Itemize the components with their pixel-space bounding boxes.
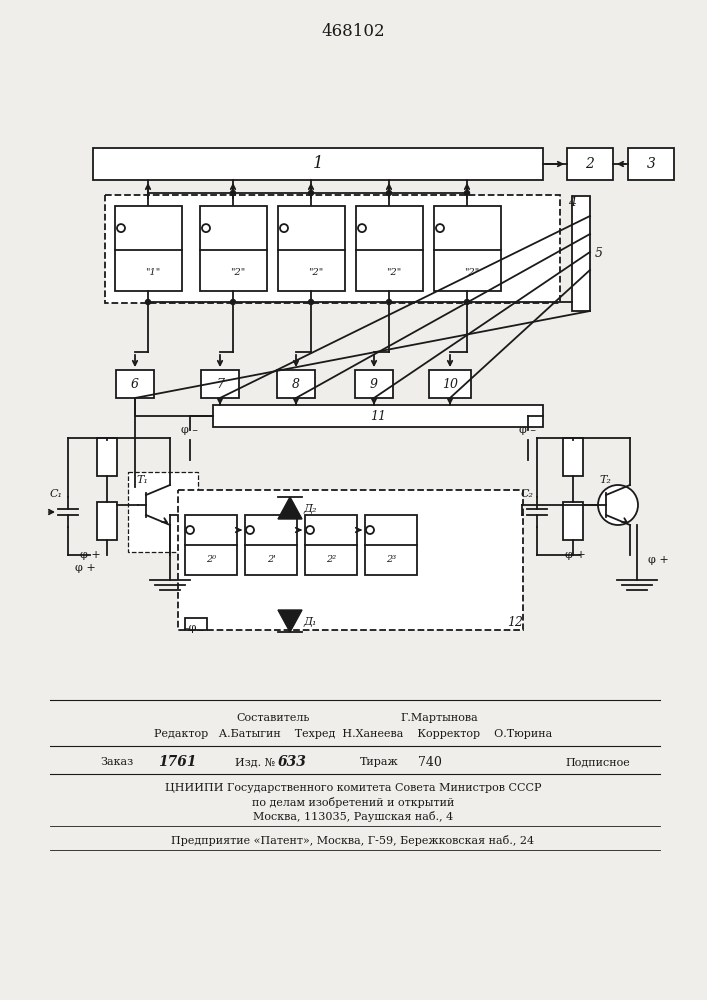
- Text: φ –: φ –: [520, 425, 537, 435]
- Text: "2": "2": [308, 268, 323, 277]
- Text: φ –: φ –: [182, 425, 199, 435]
- Bar: [278, 206, 345, 291]
- Circle shape: [387, 300, 392, 304]
- Text: 8: 8: [292, 377, 300, 390]
- Text: Подписное: Подписное: [565, 757, 630, 767]
- Circle shape: [230, 190, 235, 196]
- Bar: [178, 490, 523, 630]
- Circle shape: [366, 526, 374, 534]
- Circle shape: [464, 300, 469, 304]
- Circle shape: [230, 300, 235, 304]
- Bar: [97, 502, 117, 540]
- Text: C₁: C₁: [49, 489, 62, 499]
- Text: 10: 10: [442, 377, 458, 390]
- Text: 11: 11: [370, 410, 386, 422]
- Text: Составитель: Составитель: [237, 713, 310, 723]
- Bar: [128, 472, 198, 552]
- Text: Д₁: Д₁: [303, 617, 317, 627]
- Text: 2': 2': [267, 556, 276, 564]
- Bar: [563, 502, 583, 540]
- Circle shape: [464, 190, 469, 196]
- Bar: [628, 148, 674, 180]
- Circle shape: [387, 190, 392, 196]
- Text: 4: 4: [568, 196, 576, 210]
- Bar: [277, 370, 315, 398]
- Text: 633: 633: [278, 755, 307, 769]
- Text: 740: 740: [418, 756, 442, 768]
- Circle shape: [308, 300, 313, 304]
- Text: –φ: –φ: [184, 623, 197, 633]
- Bar: [200, 206, 267, 291]
- Text: φ +: φ +: [565, 550, 585, 560]
- Text: "2": "2": [230, 268, 245, 277]
- Circle shape: [280, 224, 288, 232]
- Bar: [305, 515, 357, 575]
- Bar: [572, 196, 590, 311]
- Text: 2²: 2²: [326, 556, 336, 564]
- Text: Д₂: Д₂: [303, 504, 317, 514]
- Bar: [434, 206, 501, 291]
- Bar: [185, 515, 237, 575]
- Text: "1": "1": [145, 268, 160, 277]
- Bar: [97, 438, 117, 476]
- Text: 1: 1: [312, 155, 323, 172]
- Text: 2⁰: 2⁰: [206, 556, 216, 564]
- Text: ЦНИИПИ Государственного комитета Совета Министров СССР: ЦНИИПИ Государственного комитета Совета …: [165, 783, 542, 793]
- Bar: [245, 515, 297, 575]
- Text: Изд. №: Изд. №: [235, 757, 275, 767]
- Bar: [356, 206, 423, 291]
- Text: 468102: 468102: [321, 23, 385, 40]
- Text: 2³: 2³: [386, 556, 396, 564]
- Text: φ +: φ +: [80, 550, 100, 560]
- Text: Редактор   А.Батыгин    Техред  Н.Ханеева    Корректор    О.Тюрина: Редактор А.Батыгин Техред Н.Ханеева Корр…: [154, 729, 552, 739]
- Bar: [365, 515, 417, 575]
- Circle shape: [358, 224, 366, 232]
- Circle shape: [117, 224, 125, 232]
- Text: 1761: 1761: [158, 755, 197, 769]
- Text: 9: 9: [370, 377, 378, 390]
- Text: 6: 6: [131, 377, 139, 390]
- Circle shape: [202, 224, 210, 232]
- Bar: [355, 370, 393, 398]
- Text: φ +: φ +: [648, 555, 669, 565]
- Bar: [185, 618, 207, 630]
- Text: 3: 3: [647, 157, 655, 171]
- Text: Тираж: Тираж: [360, 757, 399, 767]
- Text: 2: 2: [585, 157, 595, 171]
- Text: C₂: C₂: [520, 489, 534, 499]
- Text: Заказ: Заказ: [100, 757, 133, 767]
- Text: T₂: T₂: [599, 475, 611, 485]
- Circle shape: [146, 300, 151, 304]
- Circle shape: [186, 526, 194, 534]
- Bar: [563, 438, 583, 476]
- Bar: [429, 370, 471, 398]
- Text: 7: 7: [216, 377, 224, 390]
- Bar: [213, 405, 543, 427]
- Bar: [105, 195, 560, 303]
- Text: по делам изобретений и открытий: по делам изобретений и открытий: [252, 796, 454, 808]
- Bar: [93, 148, 543, 180]
- Text: "2": "2": [386, 268, 401, 277]
- Circle shape: [308, 190, 313, 196]
- Text: 12: 12: [507, 615, 523, 629]
- Circle shape: [138, 485, 178, 525]
- Text: Предприятие «Патент», Москва, Г-59, Бережковская наб., 24: Предприятие «Патент», Москва, Г-59, Бере…: [171, 834, 534, 846]
- Text: φ +: φ +: [75, 563, 95, 573]
- Text: Г.Мартынова: Г.Мартынова: [400, 713, 478, 723]
- Polygon shape: [278, 610, 302, 632]
- Text: T₁: T₁: [136, 475, 148, 485]
- Bar: [567, 148, 613, 180]
- Polygon shape: [278, 497, 302, 519]
- Circle shape: [598, 485, 638, 525]
- Circle shape: [246, 526, 254, 534]
- Circle shape: [436, 224, 444, 232]
- Bar: [201, 370, 239, 398]
- Text: 5: 5: [595, 247, 603, 260]
- Text: "2": "2": [464, 268, 479, 277]
- Text: Москва, 113035, Раушская наб., 4: Москва, 113035, Раушская наб., 4: [253, 810, 453, 822]
- Bar: [116, 370, 154, 398]
- Bar: [115, 206, 182, 291]
- Circle shape: [306, 526, 314, 534]
